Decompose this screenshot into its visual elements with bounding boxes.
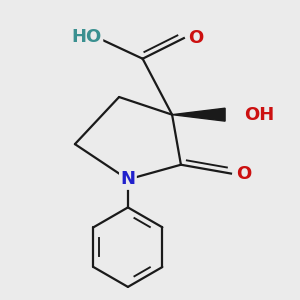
Text: O: O <box>237 165 252 183</box>
Text: N: N <box>120 170 135 188</box>
Text: HO: HO <box>72 28 102 46</box>
Text: O: O <box>188 29 203 47</box>
Polygon shape <box>172 108 225 121</box>
Text: OH: OH <box>244 106 274 124</box>
